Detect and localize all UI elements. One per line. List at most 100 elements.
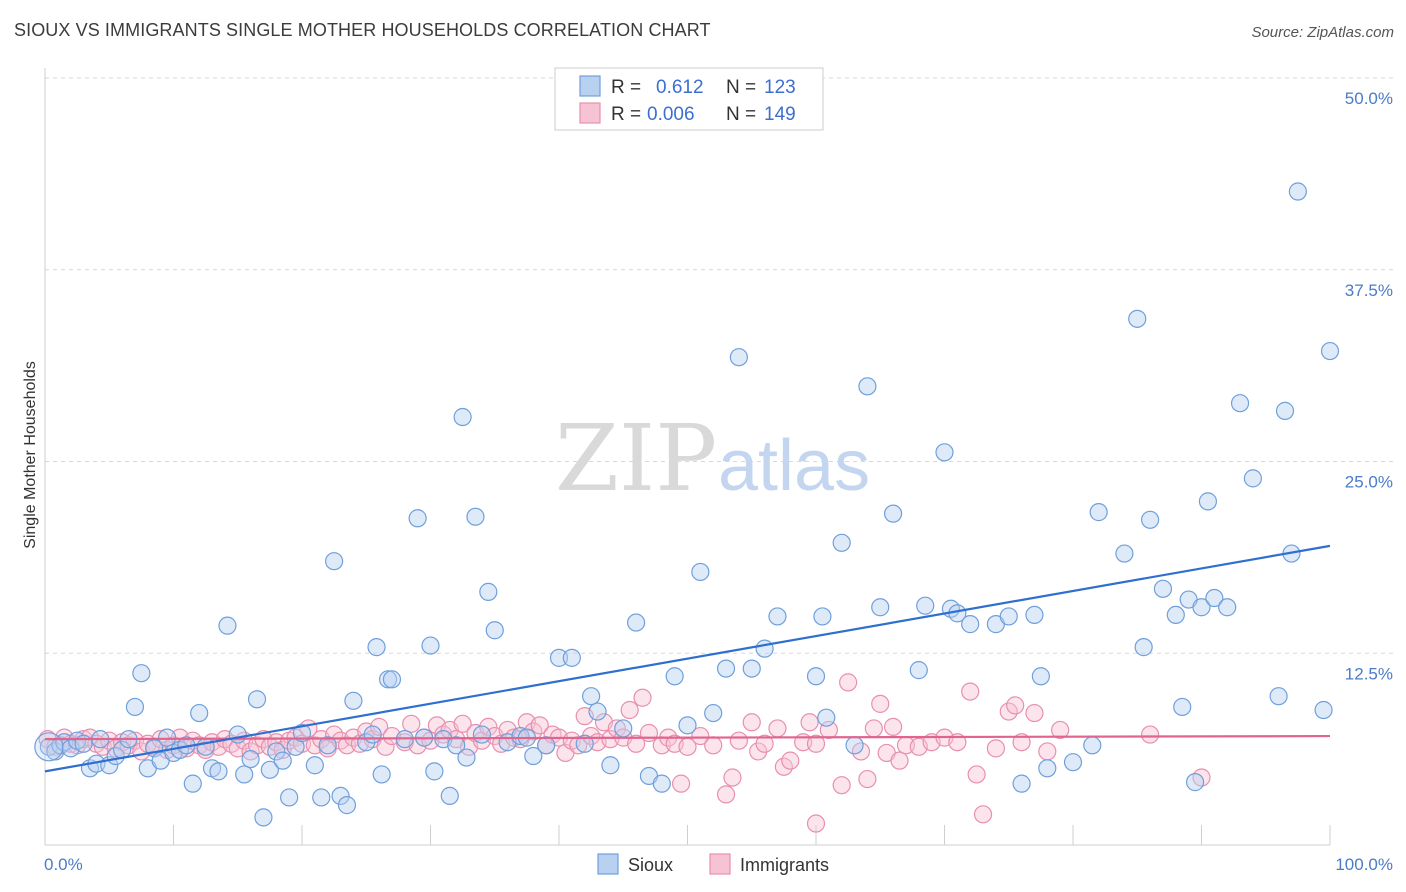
immigrants-point-127 [961, 682, 980, 701]
sioux-point-116 [1134, 638, 1153, 657]
sioux-point-31 [241, 749, 260, 769]
sioux-point-130 [1275, 401, 1295, 420]
sioux-point-68 [511, 726, 530, 746]
sioux-point-87 [729, 348, 749, 367]
sioux-point-77 [601, 756, 620, 775]
sioux-point-97 [871, 598, 890, 617]
sioux-point-51 [378, 670, 398, 689]
sioux-point-101 [935, 443, 954, 462]
legend-swatch-sioux [579, 75, 601, 97]
immigrants-point-92 [639, 723, 659, 743]
watermark-atlas: atlas [718, 426, 870, 506]
x-tick-label-min: 0.0% [44, 855, 83, 874]
immigrants-point-100 [716, 785, 736, 804]
immigrants-point-75 [530, 716, 549, 735]
sioux-point-123 [1192, 598, 1211, 617]
immigrants-point-106 [768, 719, 787, 738]
x-tick-label-max: 100.0% [1335, 855, 1393, 874]
sioux-point-85 [704, 703, 723, 723]
sioux-point-79 [626, 613, 646, 632]
sioux-point-32 [247, 690, 267, 709]
sioux-point-29 [228, 725, 247, 744]
trend-lines [44, 544, 1331, 773]
sioux-point-28 [218, 616, 237, 635]
sioux-point-106 [999, 607, 1018, 626]
sioux-point-96 [858, 377, 877, 396]
sioux-point-25 [196, 737, 215, 756]
sioux-point-23 [183, 774, 202, 793]
sioux-point-42 [318, 736, 337, 755]
sioux-point-111 [1063, 753, 1083, 772]
sioux-point-64 [472, 725, 491, 744]
sioux-point-114 [1115, 544, 1134, 563]
sioux-point-14 [125, 697, 145, 717]
sioux-point-119 [1166, 605, 1185, 625]
immigrants-point-130 [986, 739, 1006, 758]
correlation-legend: R = 0.612 N = 123 R = 0.006 N = 149 [554, 67, 824, 131]
sioux-point-98 [883, 504, 903, 523]
immigrants-point-91 [633, 688, 652, 707]
bottom-legend-swatch-sioux [597, 853, 619, 875]
y-axis-label: Single Mother Households [22, 361, 39, 549]
sioux-point-128 [1243, 469, 1263, 488]
immigrants-point-105 [755, 734, 774, 753]
sioux-point-46 [344, 691, 363, 710]
sioux-point-117 [1140, 510, 1160, 529]
source-label: Source: ZipAtlas.com [1251, 24, 1394, 41]
sioux-point-110 [1038, 759, 1057, 778]
sioux-point-84 [691, 562, 710, 582]
legend-r-value-sioux: 0.612 [656, 77, 704, 98]
immigrants-point-128 [967, 765, 986, 784]
immigrants-point-102 [729, 731, 749, 750]
sioux-point-118 [1153, 579, 1173, 598]
sioux-point-61 [453, 407, 472, 427]
immigrants-point-118 [871, 694, 890, 713]
immigrants-point-113 [832, 776, 851, 795]
immigrants-point-120 [883, 717, 903, 736]
sioux-point-41 [312, 788, 331, 807]
immigrants-point-138 [1140, 725, 1160, 744]
immigrants-point-63 [453, 714, 472, 733]
immigrants-point-139 [1192, 768, 1211, 787]
sioux-point-cluster [34, 732, 64, 762]
watermark: ZIP atlas [555, 405, 870, 512]
sioux-point-50 [372, 765, 391, 784]
sioux-point-65 [479, 582, 498, 601]
sioux-point-30 [235, 765, 254, 784]
sioux-point-94 [832, 533, 851, 552]
sioux-trend-line [44, 544, 1331, 773]
y-tick-label-1: 25.0% [1345, 473, 1393, 492]
immigrants-point-90 [626, 734, 646, 753]
sioux-point-91 [806, 667, 826, 686]
legend-n-value-immigrants: 149 [764, 104, 796, 125]
sioux-point-52 [382, 670, 402, 689]
y-tick-labels: 12.5% 25.0% 37.5% 50.0% [1345, 89, 1393, 683]
immigrants-point-121 [890, 751, 909, 770]
sioux-point-76 [588, 702, 607, 721]
sioux-point-40 [305, 756, 324, 775]
sioux-point-62 [457, 748, 476, 767]
legend-r-value-immigrants: 0.006 [647, 104, 695, 125]
sioux-point-74 [575, 734, 594, 753]
sioux-point-86 [716, 659, 736, 678]
sioux-point-71 [537, 736, 556, 755]
sioux-point-93 [817, 708, 836, 727]
immigrants-point-99 [704, 736, 723, 755]
sioux-point-66 [485, 621, 504, 640]
bottom-legend-swatch-immigrants [709, 853, 731, 875]
legend-r-label-sioux: R = [611, 77, 641, 98]
immigrants-point-96 [671, 774, 691, 793]
sioux-point-125 [1205, 588, 1224, 608]
sioux-point-129 [1269, 687, 1288, 706]
immigrants-point-132 [1006, 696, 1025, 715]
immigrants-point-101 [723, 768, 742, 787]
immigrants-point-133 [1012, 733, 1031, 752]
sioux-point-120 [1173, 697, 1192, 717]
sioux-point-45 [337, 796, 357, 815]
sioux-point-113 [1089, 503, 1108, 522]
bottom-legend-sioux: Sioux [628, 855, 673, 875]
sioux-point-100 [916, 596, 935, 615]
sioux-point-95 [845, 736, 864, 755]
immigrants-point-111 [806, 734, 826, 753]
